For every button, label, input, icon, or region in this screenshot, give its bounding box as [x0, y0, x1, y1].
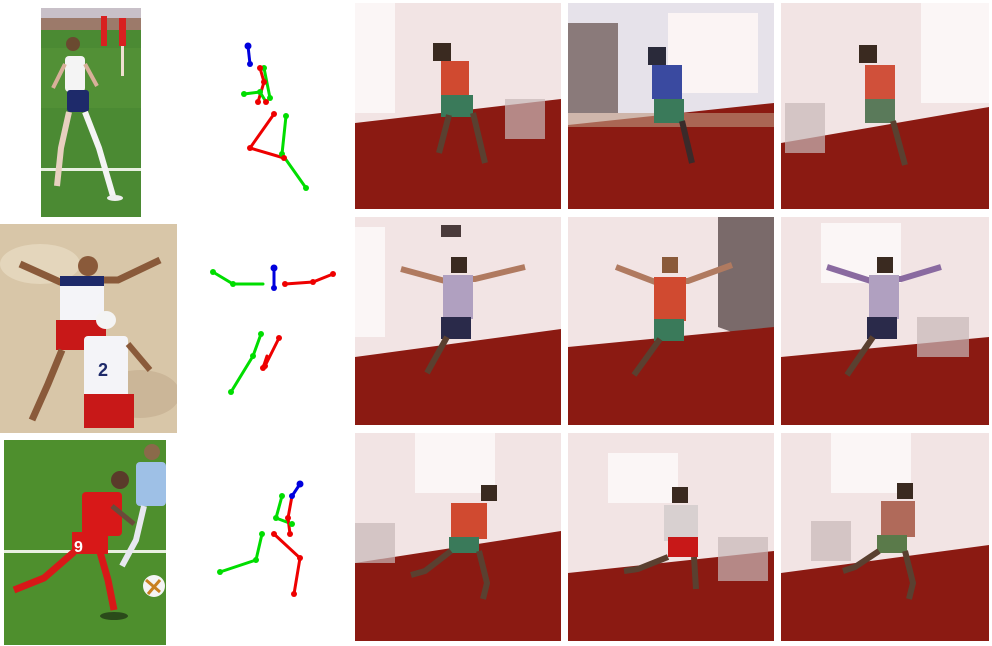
skeleton-running-pose	[200, 30, 340, 200]
render-row1-col1	[355, 3, 561, 209]
render-row2-col3	[781, 217, 989, 425]
render-row1-col3	[781, 3, 989, 209]
jersey-kicker-number: 9	[74, 539, 83, 556]
render-row2-col1	[355, 217, 561, 425]
render-row3-col2	[568, 433, 774, 641]
render-row3-col1	[355, 433, 561, 641]
photo-beach-soccer: 2	[0, 224, 177, 433]
skeleton-kicking-pose	[210, 476, 330, 601]
jersey-back-number: 2	[98, 360, 108, 380]
photo-soccer-kicker: 9	[4, 440, 166, 645]
render-row3-col3	[781, 433, 989, 641]
skeleton-arms-out-pose	[205, 258, 345, 403]
render-row1-col2	[568, 3, 774, 209]
render-row2-col2	[568, 217, 774, 425]
photo-soccer-runner	[41, 8, 141, 217]
